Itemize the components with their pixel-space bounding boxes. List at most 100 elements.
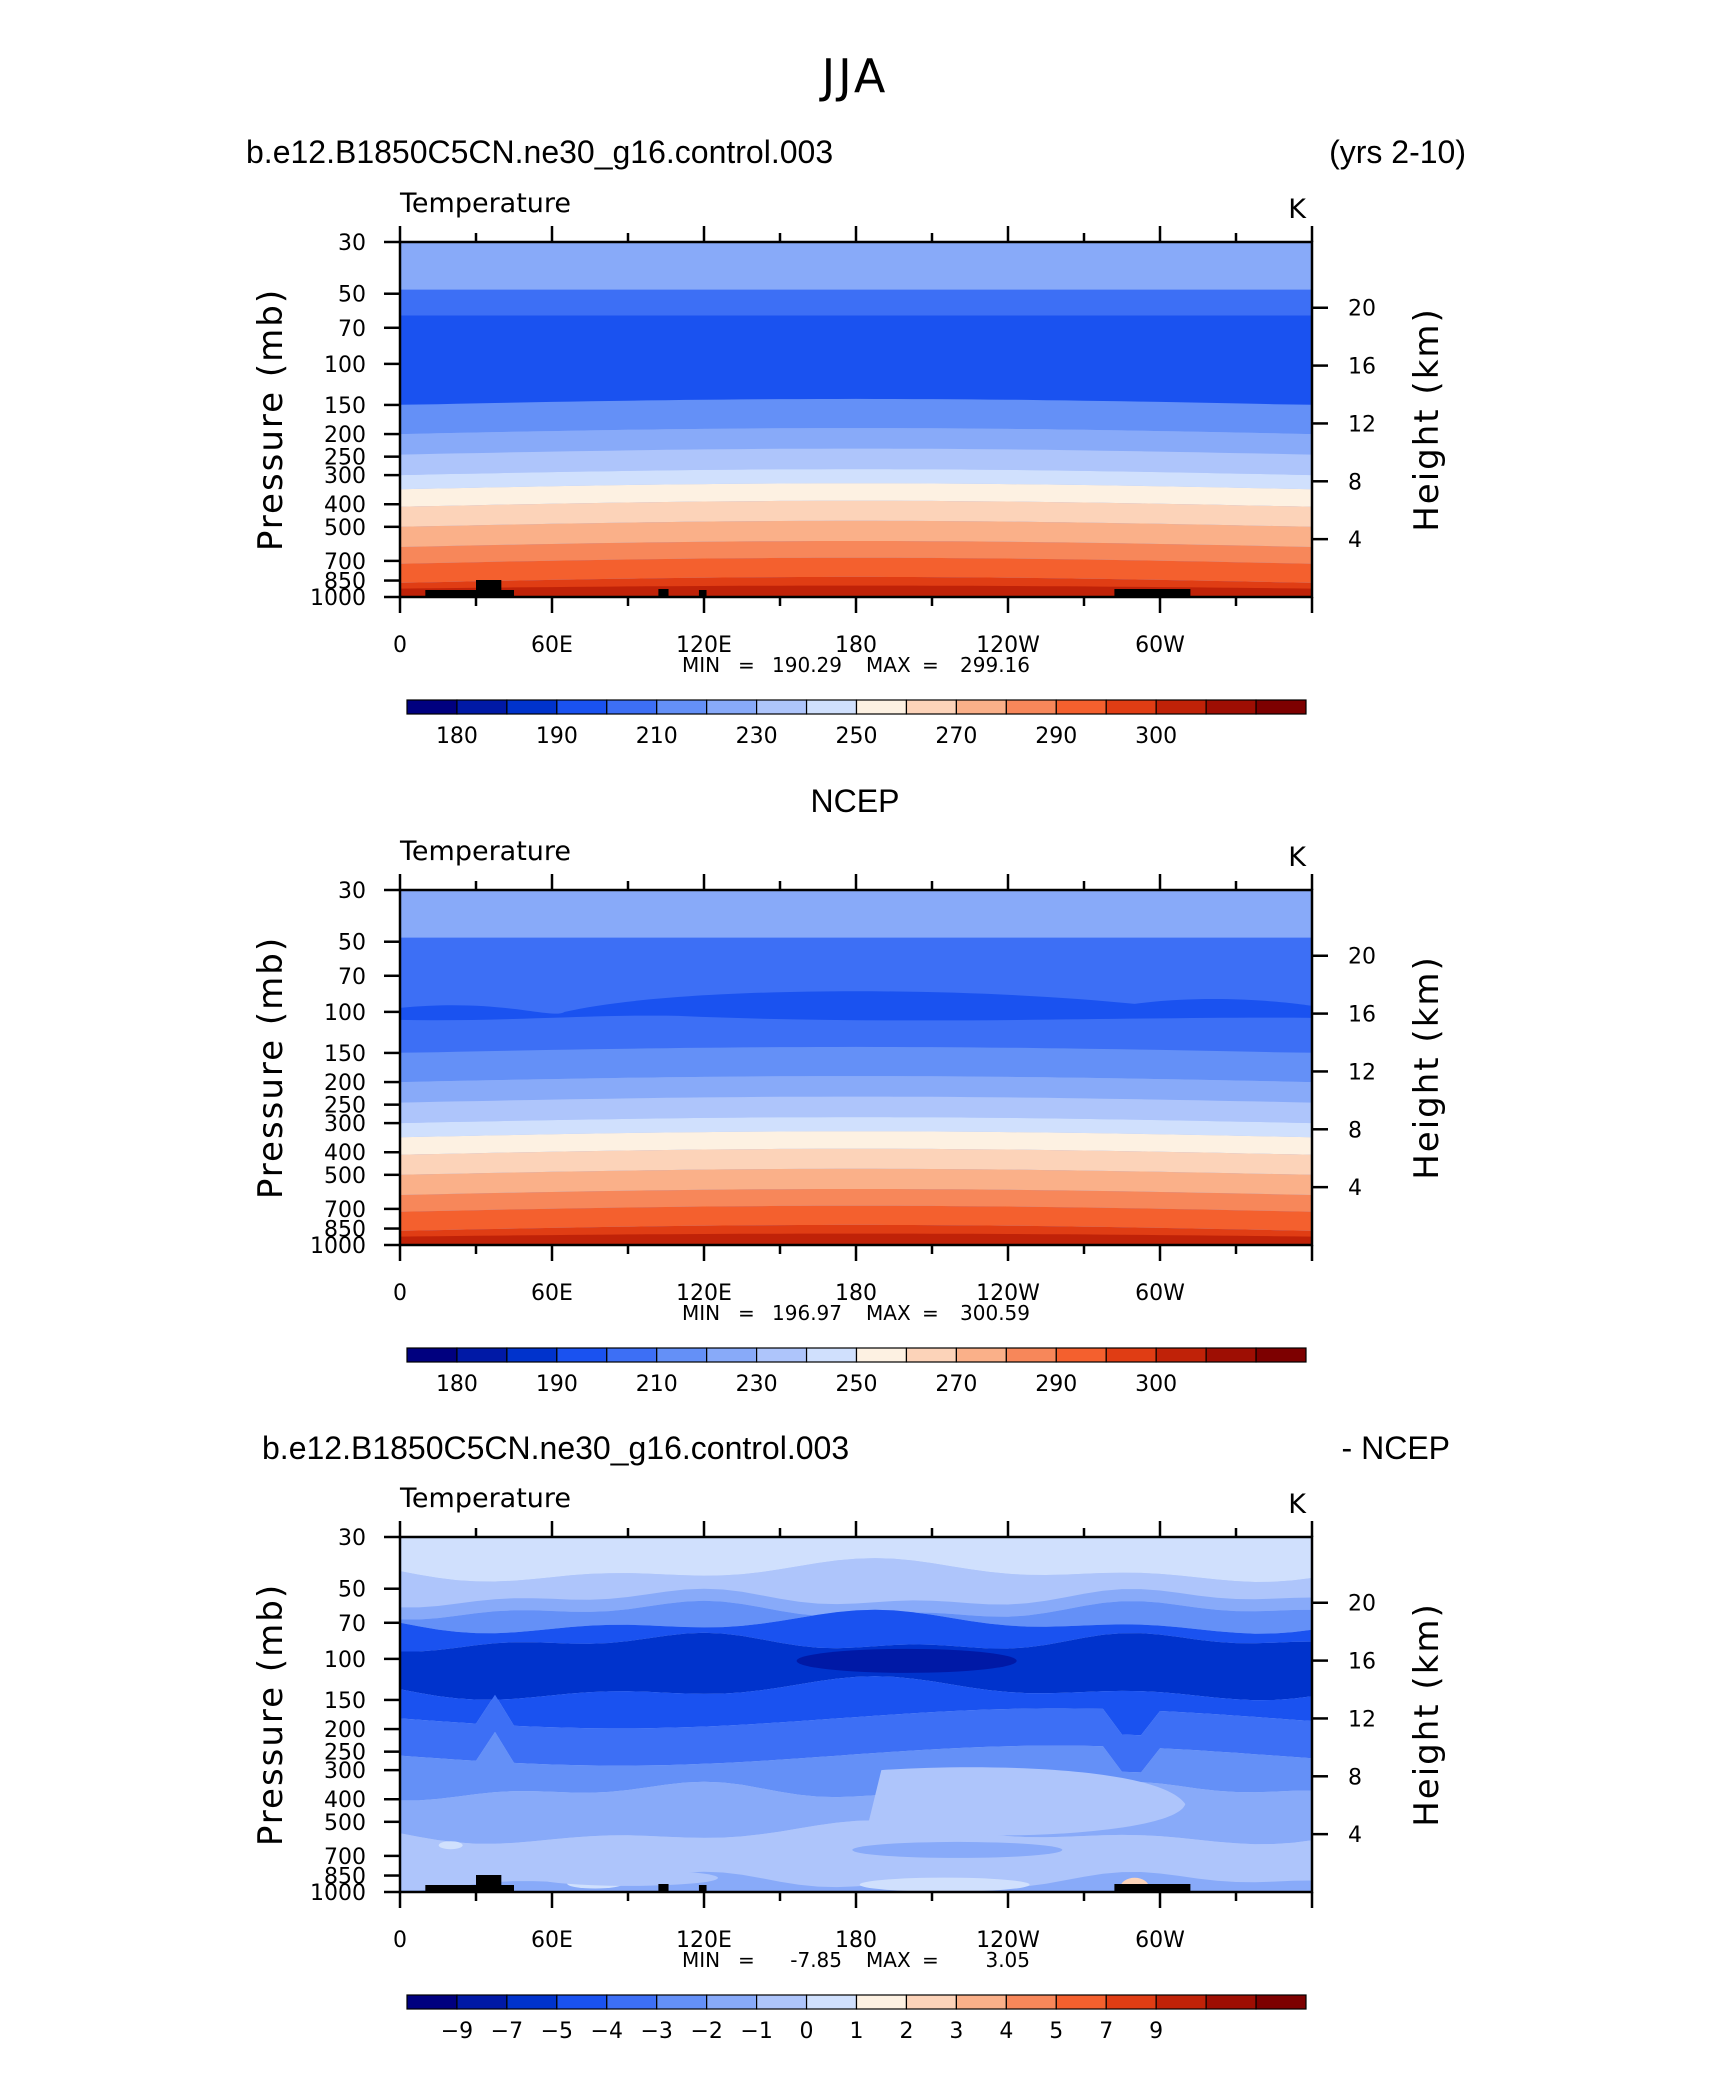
contour-band xyxy=(438,1841,463,1850)
y-tick-label-right: 12 xyxy=(1348,1060,1376,1085)
colorbar-swatch xyxy=(606,1347,658,1363)
colorbar-swatch xyxy=(406,699,458,715)
contour-band xyxy=(400,1588,1312,1620)
colorbar-swatch xyxy=(1055,1994,1107,2010)
colorbar-swatch xyxy=(805,1347,858,1363)
contour-band xyxy=(400,428,1312,455)
y-tick-label: 700 xyxy=(324,1845,366,1870)
colorbar-label: 2 xyxy=(899,2019,913,2044)
y-tick-label: 300 xyxy=(324,1112,366,1137)
colorbar-label: −4 xyxy=(591,2019,623,2044)
svg-text:=: = xyxy=(922,653,939,677)
contour-band xyxy=(400,1096,1312,1124)
contour-band xyxy=(400,520,1312,547)
topography-mask xyxy=(698,590,707,597)
y-tick-label-right: 20 xyxy=(1348,297,1376,322)
colorbar-swatch xyxy=(556,699,608,715)
colorbar-swatch xyxy=(905,1347,957,1363)
colorbar-label: 290 xyxy=(1035,1372,1077,1397)
y-tick-label: 1000 xyxy=(310,1881,366,1906)
colorbar-swatch xyxy=(456,1994,508,2010)
units-label: K xyxy=(1288,842,1307,873)
contour-band xyxy=(400,1609,1312,1652)
max-value: 299.16 xyxy=(960,653,1030,677)
contour-band xyxy=(400,448,1312,476)
colorbar-swatch xyxy=(855,699,908,715)
contour-band xyxy=(400,500,1312,527)
x-tick-label: 0 xyxy=(393,633,407,658)
colorbar-label: 300 xyxy=(1135,1372,1177,1397)
min-label: MIN xyxy=(682,653,720,677)
x-tick-label: 120W xyxy=(976,633,1040,658)
y-tick-label: 100 xyxy=(324,1001,366,1026)
contour-band xyxy=(400,1117,1312,1138)
contour-fill xyxy=(400,890,1312,1245)
panel-3: 0 60E 120E 180 120W 60W3050701001502002503004… xyxy=(251,1430,1450,2044)
y-axis-label: Pressure (mb) xyxy=(251,936,291,1199)
y-tick-label: 400 xyxy=(324,493,366,518)
y-tick-label-right: 8 xyxy=(1348,1118,1362,1143)
variable-label: Temperature xyxy=(399,1483,571,1514)
y-tick-label: 70 xyxy=(338,1612,366,1637)
svg-text:=: = xyxy=(922,1301,939,1325)
colorbar-swatch xyxy=(756,699,808,715)
contour-band xyxy=(400,890,1312,938)
topography-mask xyxy=(476,580,502,597)
topography-mask xyxy=(698,1885,707,1892)
colorbar-swatch xyxy=(556,1994,608,2010)
contour-band xyxy=(400,1189,1312,1212)
colorbar-label: −2 xyxy=(690,2019,722,2044)
y-axis-label-right: Height (km) xyxy=(1407,955,1447,1180)
x-tick-label: 120W xyxy=(976,1281,1040,1306)
contour-band xyxy=(859,1877,1030,1892)
x-tick-label: 120E xyxy=(676,633,732,658)
variable-label: Temperature xyxy=(399,188,571,219)
colorbar: 180 190 210 230 250 270 290 300 xyxy=(406,699,1307,749)
colorbar-swatch xyxy=(1055,1347,1107,1363)
colorbar-label: 3 xyxy=(949,2019,963,2044)
colorbar-swatch xyxy=(606,699,658,715)
x-tick-label: 180 xyxy=(835,1281,877,1306)
colorbar-swatch xyxy=(756,1347,808,1363)
contour-band xyxy=(400,289,1312,316)
contour-band xyxy=(400,469,1312,490)
contour-band xyxy=(400,1148,1312,1175)
x-tick-label: 60E xyxy=(531,1281,573,1306)
colorbar-swatch xyxy=(656,699,708,715)
contour-band xyxy=(852,1841,1063,1858)
y-tick-label-right: 8 xyxy=(1348,470,1362,495)
svg-text:=: = xyxy=(738,1301,755,1325)
contour-fill xyxy=(400,1537,1312,1892)
panel-1: 0 60E 120E 180 120W 60W3050701001502002503004… xyxy=(246,134,1466,749)
colorbar-swatch xyxy=(456,699,508,715)
panel-title: b.e12.B1850C5CN.ne30_g16.control.003 xyxy=(246,134,833,170)
colorbar-label: 9 xyxy=(1149,2019,1163,2044)
y-tick-label: 250 xyxy=(324,446,366,471)
y-tick-label: 700 xyxy=(324,550,366,575)
y-tick-label: 400 xyxy=(324,1141,366,1166)
colorbar-swatch xyxy=(706,1994,758,2010)
max-value: 3.05 xyxy=(985,1948,1030,1972)
colorbar-label: 180 xyxy=(436,724,478,749)
x-tick-label: 60E xyxy=(531,1928,573,1953)
max-label: MAX xyxy=(866,1301,911,1325)
colorbar-swatch xyxy=(1255,1347,1307,1363)
colorbar-swatch xyxy=(706,699,758,715)
y-tick-label: 500 xyxy=(324,1164,366,1189)
y-tick-label: 200 xyxy=(324,1071,366,1096)
colorbar-swatch xyxy=(805,699,858,715)
colorbar-label: −9 xyxy=(441,2019,473,2044)
colorbar-swatch xyxy=(406,1994,458,2010)
colorbar-label: −3 xyxy=(641,2019,673,2044)
colorbar-swatch xyxy=(905,699,957,715)
colorbar-swatch xyxy=(1255,699,1307,715)
y-tick-label-right: 16 xyxy=(1348,355,1376,380)
colorbar-swatch xyxy=(955,1994,1007,2010)
y-tick-label: 200 xyxy=(324,423,366,448)
y-tick-label: 500 xyxy=(324,516,366,541)
y-tick-label: 150 xyxy=(324,394,366,419)
contour-band xyxy=(400,1676,1312,1736)
y-tick-label: 50 xyxy=(338,1578,366,1603)
y-tick-label: 150 xyxy=(324,1042,366,1067)
